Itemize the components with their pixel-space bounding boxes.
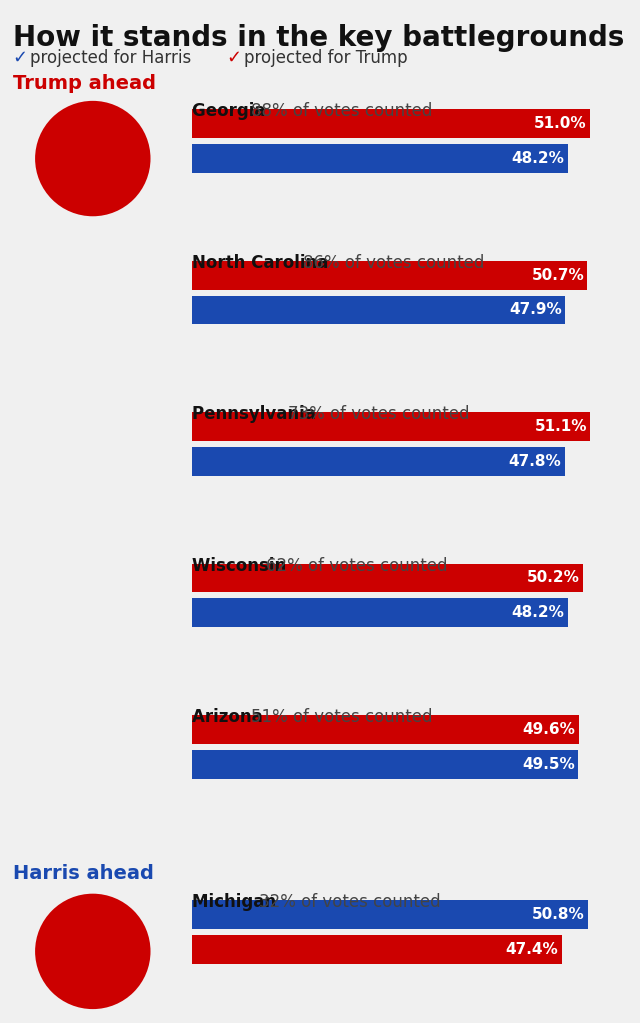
Text: 51% of votes counted: 51% of votes counted [251, 708, 433, 726]
Text: Pennsylvania: Pennsylvania [192, 405, 322, 424]
FancyBboxPatch shape [192, 564, 584, 592]
Text: How it stands in the key battlegrounds: How it stands in the key battlegrounds [13, 24, 624, 51]
Text: 47.9%: 47.9% [509, 303, 563, 317]
Ellipse shape [36, 895, 149, 1008]
FancyBboxPatch shape [192, 144, 568, 173]
Text: Wisconsin: Wisconsin [192, 557, 292, 575]
Text: 32% of votes counted: 32% of votes counted [259, 893, 440, 911]
Text: 51.0%: 51.0% [534, 117, 586, 131]
FancyBboxPatch shape [192, 412, 590, 441]
FancyBboxPatch shape [192, 296, 566, 324]
Text: 50.2%: 50.2% [527, 571, 580, 585]
Text: projected for Harris: projected for Harris [30, 49, 202, 68]
Text: 50.8%: 50.8% [532, 907, 585, 922]
FancyBboxPatch shape [192, 715, 579, 744]
FancyBboxPatch shape [192, 109, 589, 138]
Text: Harris ahead: Harris ahead [13, 864, 154, 884]
Text: Arizona: Arizona [192, 708, 269, 726]
Text: 48.2%: 48.2% [512, 151, 564, 166]
Text: 62% of votes counted: 62% of votes counted [266, 557, 447, 575]
Text: 49.5%: 49.5% [522, 757, 575, 771]
Text: 48.2%: 48.2% [512, 606, 564, 620]
Text: ✓: ✓ [227, 49, 248, 68]
Text: 47.4%: 47.4% [506, 942, 558, 957]
Text: North Carolina: North Carolina [192, 254, 334, 272]
Text: Michigan: Michigan [192, 893, 282, 911]
FancyBboxPatch shape [192, 900, 588, 929]
Text: 51.1%: 51.1% [534, 419, 587, 434]
Text: ✓: ✓ [13, 49, 34, 68]
FancyBboxPatch shape [192, 598, 568, 627]
Text: Trump ahead: Trump ahead [13, 74, 156, 93]
FancyBboxPatch shape [192, 261, 588, 290]
Text: 47.8%: 47.8% [509, 454, 561, 469]
Text: 49.6%: 49.6% [523, 722, 575, 737]
Text: 88% of votes counted: 88% of votes counted [251, 102, 433, 121]
FancyBboxPatch shape [192, 447, 564, 476]
Text: Georgia: Georgia [192, 102, 271, 121]
Ellipse shape [36, 102, 149, 215]
Text: projected for Trump: projected for Trump [244, 49, 408, 68]
FancyBboxPatch shape [192, 750, 578, 779]
FancyBboxPatch shape [192, 935, 561, 964]
Text: 50.7%: 50.7% [531, 268, 584, 282]
Text: 73% of votes counted: 73% of votes counted [288, 405, 470, 424]
Text: 86% of votes counted: 86% of votes counted [303, 254, 484, 272]
